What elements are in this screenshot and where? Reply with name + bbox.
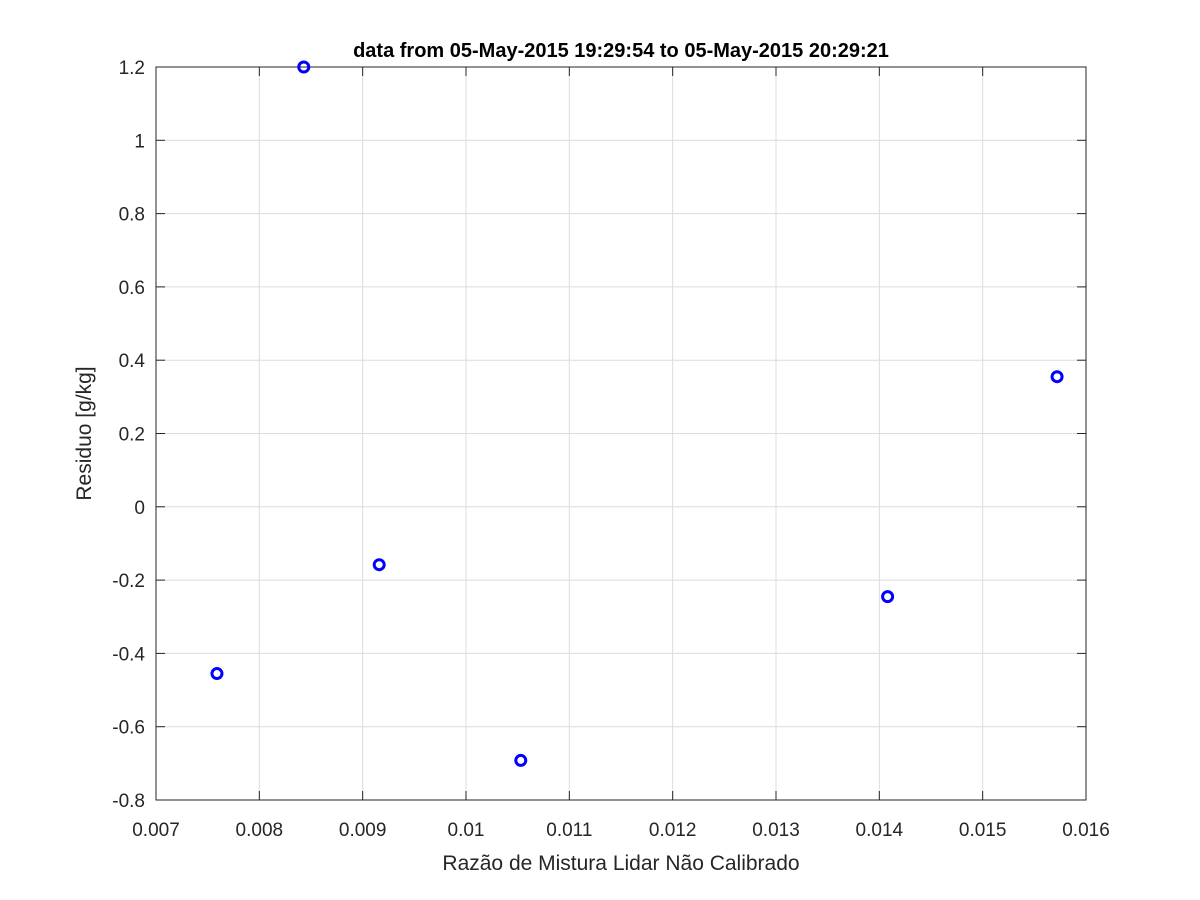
y-tick-label: 0.2 (119, 425, 145, 446)
y-tick-label: 1.2 (119, 58, 145, 79)
x-tick-label: 0.014 (856, 820, 904, 841)
data-point (1050, 370, 1064, 384)
y-tick-label: -0.8 (112, 791, 145, 812)
x-tick-label: 0.016 (1062, 820, 1110, 841)
y-tick-label: -0.2 (112, 571, 145, 592)
y-tick-label: 0.8 (119, 205, 145, 226)
x-tick-label: 0.008 (236, 820, 284, 841)
x-tick-label: 0.009 (339, 820, 387, 841)
chart-title: data from 05-May-2015 19:29:54 to 05-May… (353, 40, 889, 62)
y-axis-ticks: -0.8 -0.6 -0.4 -0.2 0 0.2 0.4 0.6 0.8 1 1.2 (112, 58, 1086, 812)
x-tick-label: 0.011 (546, 820, 592, 841)
y-axis-label: Residuo [g/kg] (73, 366, 96, 500)
x-tick-label: 0.012 (649, 820, 697, 841)
grid-lines (155, 66, 1087, 801)
data-point (514, 753, 528, 767)
x-tick-label: 0.013 (752, 820, 800, 841)
y-tick-label: 0.4 (119, 351, 146, 372)
data-points (210, 60, 1064, 767)
data-point (297, 60, 311, 74)
y-tick-label: -0.4 (112, 644, 145, 665)
y-tick-label: 1 (134, 131, 145, 152)
data-point (881, 590, 895, 604)
x-axis-ticks: 0.007 0.008 0.009 0.01 0.011 0.012 0.013 0.014 0… (132, 67, 1110, 841)
y-tick-label: -0.6 (112, 718, 145, 739)
data-point (372, 558, 386, 572)
y-tick-label: 0 (134, 498, 145, 519)
x-tick-label: 0.007 (132, 820, 180, 841)
x-axis-label: Razão de Mistura Lidar Não Calibrado (442, 852, 799, 875)
x-tick-label: 0.015 (959, 820, 1007, 841)
data-point (210, 667, 224, 681)
x-tick-label: 0.01 (448, 820, 485, 841)
y-tick-label: 0.6 (119, 278, 145, 299)
